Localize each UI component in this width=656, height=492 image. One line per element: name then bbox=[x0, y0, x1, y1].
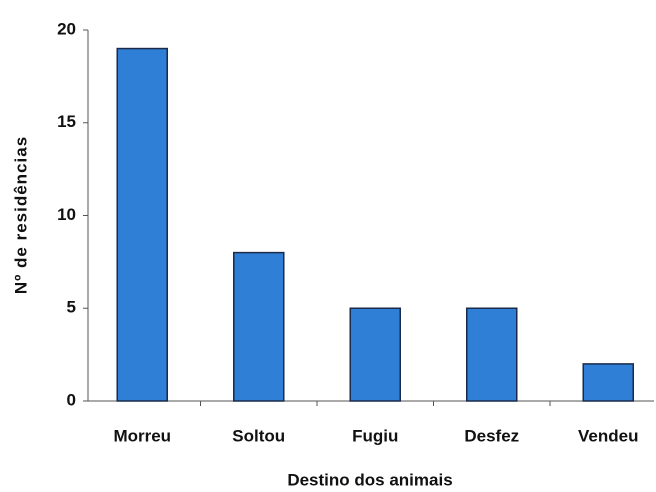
x-tick-label: Soltou bbox=[232, 426, 285, 445]
y-tick-label: 10 bbox=[57, 205, 76, 224]
bar bbox=[582, 363, 634, 402]
y-tick-label: 0 bbox=[67, 390, 76, 409]
bar bbox=[349, 307, 401, 402]
y-axis-title: Nº de residências bbox=[11, 136, 30, 294]
bar bbox=[466, 307, 518, 402]
y-tick-label: 20 bbox=[57, 19, 76, 38]
x-tick-label: Desfez bbox=[464, 426, 519, 445]
bar bbox=[116, 47, 168, 402]
bar bbox=[233, 251, 285, 402]
x-tick-label: Fugiu bbox=[352, 426, 398, 445]
y-tick-label: 5 bbox=[67, 298, 76, 317]
x-axis-title: Destino dos animais bbox=[287, 470, 452, 489]
y-tick-label: 15 bbox=[57, 112, 76, 131]
x-tick-label: Vendeu bbox=[578, 426, 638, 445]
x-tick-label: Morreu bbox=[113, 426, 171, 445]
